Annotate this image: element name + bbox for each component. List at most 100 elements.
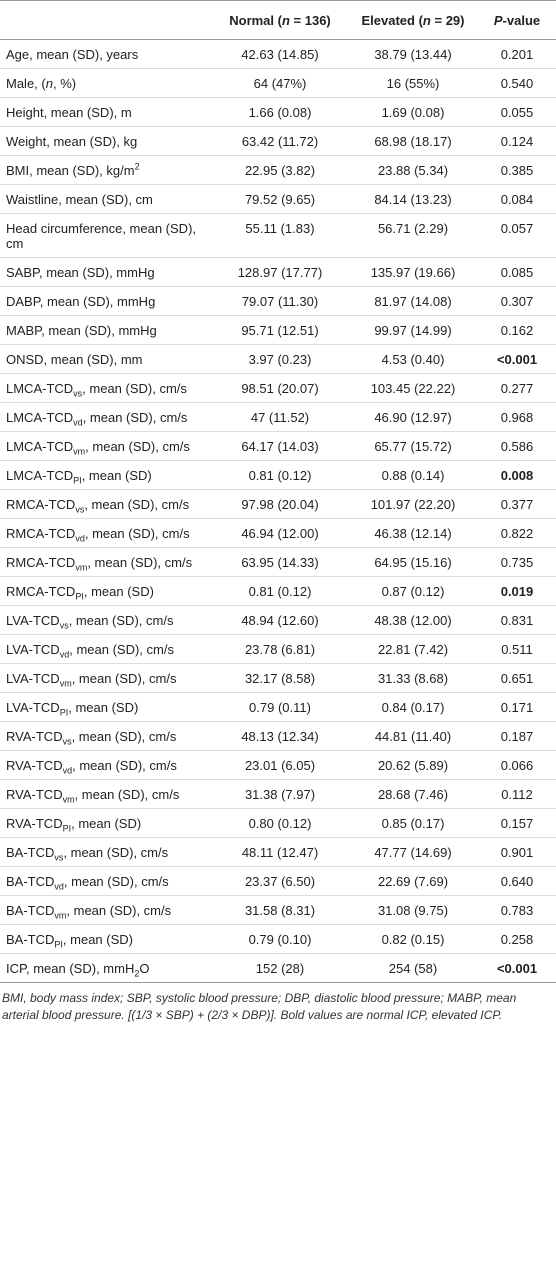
normal-cell: 63.95 (14.33) bbox=[212, 547, 348, 577]
table-row: BA-TCDPI, mean (SD) 0.79 (0.10) 0.82 (0.15… bbox=[0, 924, 556, 954]
table-row: Weight, mean (SD), kg 63.42 (11.72) 68.98 … bbox=[0, 126, 556, 156]
normal-cell: 23.37 (6.50) bbox=[212, 866, 348, 896]
header-cell: P-value bbox=[478, 0, 556, 40]
elevated-cell: 135.97 (19.66) bbox=[348, 257, 478, 287]
subscript: vm bbox=[75, 562, 88, 573]
subscript: vs bbox=[73, 388, 83, 399]
row-label: LMCA-TCDvd, mean (SD), cm/s bbox=[0, 402, 212, 432]
text: LVA-TCD bbox=[6, 612, 60, 628]
p-cell: 0.822 bbox=[478, 518, 556, 548]
subscript: vs bbox=[59, 620, 69, 631]
table-row: LMCA-TCDvm, mean (SD), cm/s 64.17 (14.03)… bbox=[0, 431, 556, 461]
normal-cell: 48.11 (12.47) bbox=[212, 837, 348, 867]
text: , mean (SD), cm/s bbox=[84, 525, 190, 541]
normal-cell: 3.97 (0.23) bbox=[212, 344, 348, 374]
subscript: vm bbox=[62, 794, 75, 805]
table-row: BA-TCDvs, mean (SD), cm/s 48.11 (12.47) 47… bbox=[0, 837, 556, 867]
row-label: Age, mean (SD), years bbox=[0, 39, 212, 69]
header-cell: Elevated (n = 29) bbox=[348, 0, 478, 40]
table-row: RVA-TCDvs, mean (SD), cm/s 48.13 (12.34) 4… bbox=[0, 721, 556, 751]
table-row: RMCA-TCDvd, mean (SD), cm/s 46.94 (12.00)… bbox=[0, 518, 556, 548]
text: , mean (SD), cm/s bbox=[84, 496, 190, 512]
row-label: ONSD, mean (SD), mm bbox=[0, 344, 212, 374]
normal-cell: 98.51 (20.07) bbox=[212, 373, 348, 403]
superscript: 2 bbox=[134, 161, 140, 172]
p-cell: 0.124 bbox=[478, 126, 556, 156]
text: MABP, mean (SD), mmHg bbox=[6, 322, 157, 338]
header-cell: Normal (n = 136) bbox=[212, 0, 348, 40]
text: , mean (SD), cm/s bbox=[82, 380, 187, 396]
normal-cell: 55.11 (1.83) bbox=[212, 213, 348, 258]
subscript: vd bbox=[73, 417, 83, 428]
elevated-cell: 47.77 (14.69) bbox=[348, 837, 478, 867]
subscript: PI bbox=[59, 707, 69, 718]
normal-cell: 48.13 (12.34) bbox=[212, 721, 348, 751]
row-label: LMCA-TCDvs, mean (SD), cm/s bbox=[0, 373, 212, 403]
elevated-cell: 22.81 (7.42) bbox=[348, 634, 478, 664]
text: O bbox=[139, 960, 150, 976]
p-cell: 0.831 bbox=[478, 605, 556, 635]
text: BA-TCD bbox=[6, 873, 55, 889]
p-cell: <0.001 bbox=[478, 344, 556, 374]
elevated-cell: 103.45 (22.22) bbox=[348, 373, 478, 403]
text: LMCA-TCD bbox=[6, 438, 74, 454]
text: DABP, mean (SD), mmHg bbox=[6, 293, 156, 309]
row-label: BA-TCDvm, mean (SD), cm/s bbox=[0, 895, 212, 925]
text: BA-TCD bbox=[6, 902, 55, 918]
table-row: BA-TCDvm, mean (SD), cm/s 31.58 (8.31) 31.… bbox=[0, 895, 556, 925]
normal-cell: 97.98 (20.04) bbox=[212, 489, 348, 519]
p-cell: 0.008 bbox=[478, 460, 556, 490]
elevated-cell: 20.62 (5.89) bbox=[348, 750, 478, 780]
table-row: ICP, mean (SD), mmH2O 152 (28) 254 (58) <0.… bbox=[0, 953, 556, 983]
subscript: vm bbox=[59, 678, 72, 689]
row-label: LMCA-TCDPI, mean (SD) bbox=[0, 460, 212, 490]
elevated-cell: 31.33 (8.68) bbox=[348, 663, 478, 693]
normal-cell: 79.07 (11.30) bbox=[212, 286, 348, 316]
text: , mean (SD), cm/s bbox=[71, 728, 177, 744]
normal-cell: 128.97 (17.77) bbox=[212, 257, 348, 287]
p-cell: <0.001 bbox=[478, 953, 556, 983]
footnote: BMI, body mass index; SBP, systolic bloo… bbox=[2, 991, 517, 1022]
elevated-cell: 99.97 (14.99) bbox=[348, 315, 478, 345]
p-cell: 0.019 bbox=[478, 576, 556, 606]
italic-text: n bbox=[45, 75, 53, 91]
table-row: LMCA-TCDvs, mean (SD), cm/s 98.51 (20.07)… bbox=[0, 373, 556, 403]
text: , mean (SD), cm/s bbox=[87, 554, 193, 570]
elevated-cell: 56.71 (2.29) bbox=[348, 213, 478, 258]
row-label: Waistline, mean (SD), cm bbox=[0, 184, 212, 214]
text: RMCA-TCD bbox=[6, 496, 76, 512]
text: Male, ( bbox=[6, 75, 46, 91]
text: Head circumference, mean (SD), cm bbox=[6, 220, 197, 251]
row-label: RMCA-TCDvd, mean (SD), cm/s bbox=[0, 518, 212, 548]
elevated-cell: 1.69 (0.08) bbox=[348, 97, 478, 127]
row-label: RMCA-TCDvm, mean (SD), cm/s bbox=[0, 547, 212, 577]
normal-cell: 23.78 (6.81) bbox=[212, 634, 348, 664]
table-row: RVA-TCDvd, mean (SD), cm/s 23.01 (6.05) 20… bbox=[0, 750, 556, 780]
row-label: Weight, mean (SD), kg bbox=[0, 126, 212, 156]
row-label: LVA-TCDvd, mean (SD), cm/s bbox=[0, 634, 212, 664]
p-cell: 0.968 bbox=[478, 402, 556, 432]
row-label: LVA-TCDPI, mean (SD) bbox=[0, 692, 212, 722]
text: Height, mean (SD), m bbox=[6, 104, 132, 120]
text: RVA-TCD bbox=[6, 815, 63, 831]
elevated-cell: 48.38 (12.00) bbox=[348, 605, 478, 635]
p-cell: 0.201 bbox=[478, 39, 556, 69]
row-label: RVA-TCDvd, mean (SD), cm/s bbox=[0, 750, 212, 780]
subscript: PI bbox=[73, 475, 82, 486]
text: LMCA-TCD bbox=[6, 409, 74, 425]
text: , mean (SD) bbox=[83, 583, 154, 599]
normal-cell: 22.95 (3.82) bbox=[212, 155, 348, 185]
text: , mean (SD), cm/s bbox=[68, 612, 174, 628]
elevated-cell: 44.81 (11.40) bbox=[348, 721, 478, 751]
text: , mean (SD), cm/s bbox=[63, 844, 169, 860]
table-row: ONSD, mean (SD), mm 3.97 (0.23) 4.53 (0.40… bbox=[0, 344, 556, 374]
subscript: 2 bbox=[134, 968, 140, 979]
subscript: PI bbox=[54, 939, 63, 950]
normal-cell: 0.81 (0.12) bbox=[212, 460, 348, 490]
elevated-cell: 0.88 (0.14) bbox=[348, 460, 478, 490]
text: ONSD, mean (SD), mm bbox=[6, 351, 143, 367]
table-row: RVA-TCDvm, mean (SD), cm/s 31.38 (7.97) 28… bbox=[0, 779, 556, 809]
p-cell: 0.162 bbox=[478, 315, 556, 345]
text: LMCA-TCD bbox=[6, 380, 74, 396]
p-cell: 0.783 bbox=[478, 895, 556, 925]
